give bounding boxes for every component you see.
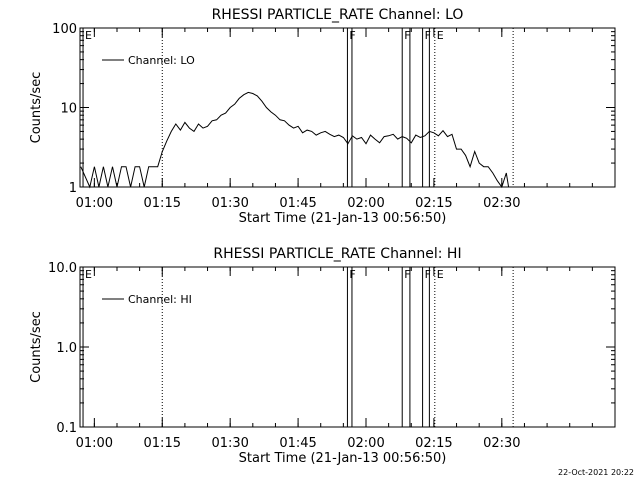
event-marker-label: E [437,268,444,281]
legend-label: Channel: LO [128,54,195,67]
event-marker-label: F [404,268,410,281]
chart-panel-2: RHESSI PARTICLE_RATE Channel: HI 0.1 1.0 10… [29,246,616,466]
x-tick-label: 01:00 [76,196,113,211]
x-tick-label: 02:15 [415,436,452,451]
event-marker-label: F [349,29,355,42]
chart-panel-1: RHESSI PARTICLE_RATE Channel: LO 1 10 100 01… [29,7,616,226]
event-marker-label: F [425,29,431,42]
x-tick-label: 02:30 [483,436,520,451]
x-axis-label: Start Time (21-Jan-13 00:56:50) [239,211,447,226]
x-tick-label: 01:30 [211,196,248,211]
chart-title: RHESSI PARTICLE_RATE Channel: LO [212,7,464,23]
x-axis-label: Start Time (21-Jan-13 00:56:50) [239,451,447,466]
footer-timestamp: 22-Oct-2021 20:22 [558,468,634,477]
x-tick-label: 02:30 [483,196,520,211]
y-tick-label: 10 [60,102,77,117]
y-axis-label: Counts/sec [29,311,44,383]
y-tick-label: 1.0 [56,341,77,356]
x-tick-label: 01:45 [279,196,316,211]
x-tick-label: 01:30 [211,436,248,451]
chart-title: RHESSI PARTICLE_RATE Channel: HI [213,246,461,262]
y-axis-label: Counts/sec [29,72,44,144]
event-marker-label: F [404,29,410,42]
x-tick-label: 01:15 [144,436,181,451]
event-marker-label: F [425,268,431,281]
y-tick-label: 1 [69,181,77,196]
y-tick-label: 100 [52,22,77,37]
x-tick-label: 01:15 [144,196,181,211]
x-tick-label: 01:00 [76,436,113,451]
x-tick-label: 02:15 [415,196,452,211]
event-marker-label: E [85,29,92,42]
x-tick-label: 01:45 [279,436,316,451]
event-marker-label: E [437,29,444,42]
y-tick-label: 0.1 [56,421,77,436]
event-marker-label: E [85,268,92,281]
series-line-lo [80,91,510,189]
x-tick-label: 02:00 [347,196,384,211]
x-tick-label: 02:00 [347,436,384,451]
event-marker-label: F [349,268,355,281]
legend-label: Channel: HI [128,293,192,306]
y-tick-label: 10.0 [48,261,77,276]
